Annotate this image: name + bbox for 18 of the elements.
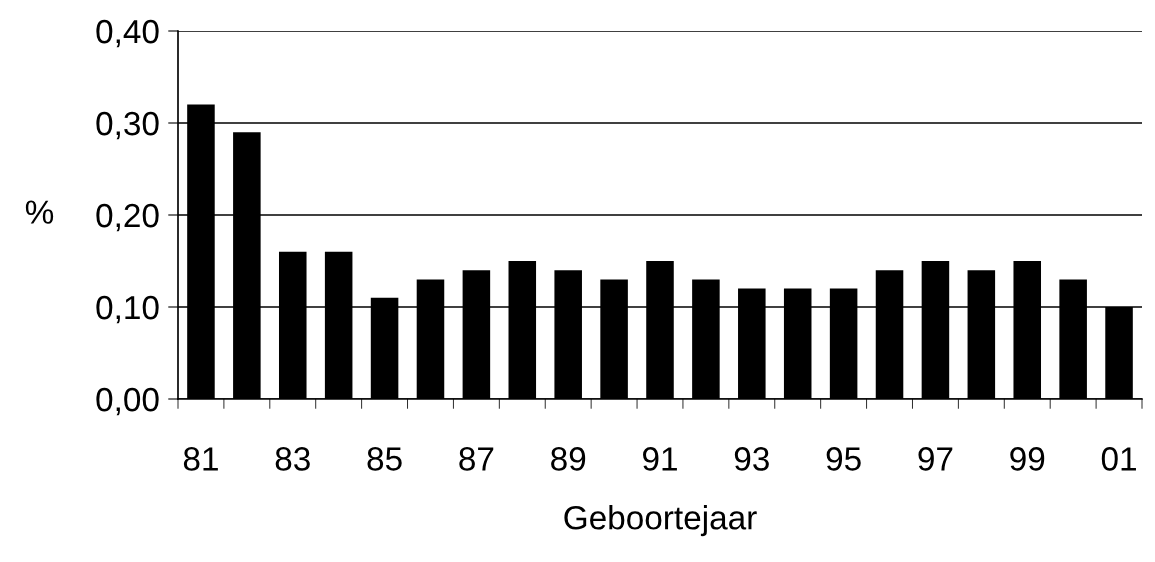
x-tick-label: 91 bbox=[643, 447, 677, 471]
x-tick-label: 01 bbox=[1101, 447, 1136, 471]
x-tick-label: 97 bbox=[918, 447, 953, 471]
x-tick-label: 81 bbox=[183, 447, 218, 471]
x-tick-label: 87 bbox=[459, 447, 494, 471]
x-tick-label: 95 bbox=[826, 447, 861, 471]
y-axis-title: % bbox=[25, 200, 54, 224]
y-tick-label: 0,40 bbox=[96, 19, 159, 48]
x-tick-label: 83 bbox=[275, 447, 310, 471]
x-axis-title: Geboortejaar bbox=[564, 505, 757, 537]
x-tick-label: 93 bbox=[734, 447, 769, 471]
y-tick-label: 0,20 bbox=[96, 203, 159, 232]
x-tick-label: 89 bbox=[551, 447, 586, 471]
y-tick-label: 0,30 bbox=[96, 111, 159, 140]
x-tick-label: 85 bbox=[367, 447, 402, 471]
x-tick-label: 99 bbox=[1010, 447, 1045, 471]
y-tick-label: 0,00 bbox=[96, 387, 159, 416]
y-tick-label: 0,10 bbox=[96, 295, 159, 324]
